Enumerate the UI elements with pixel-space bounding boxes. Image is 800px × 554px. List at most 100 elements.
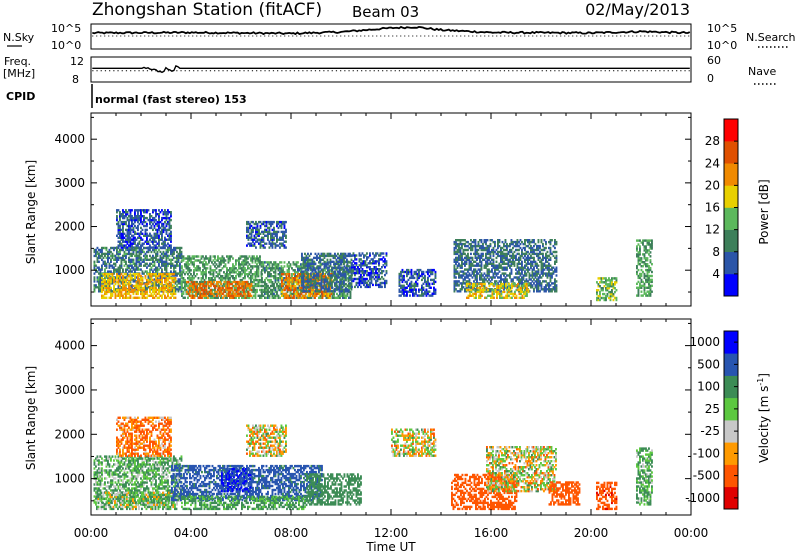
power-cell — [471, 276, 474, 279]
power-cell — [125, 260, 127, 263]
power-cell — [400, 278, 402, 282]
power-cell — [279, 284, 281, 288]
power-cell — [152, 282, 154, 285]
power-cell — [209, 294, 212, 297]
power-cell — [185, 282, 188, 286]
power-cell — [416, 282, 419, 285]
power-cell — [161, 270, 163, 273]
power-cell — [264, 230, 266, 234]
power-cell — [331, 284, 333, 287]
power-cell — [116, 218, 118, 222]
power-cell — [480, 278, 483, 281]
power-cell — [355, 281, 358, 285]
power-cell — [187, 267, 189, 270]
power-cell — [187, 296, 189, 299]
power-cell — [347, 270, 350, 273]
power-cell — [498, 244, 501, 248]
power-cell — [223, 265, 225, 268]
power-cell — [418, 268, 420, 272]
power-cell — [489, 250, 492, 254]
power-cell — [346, 254, 348, 258]
power-cell — [214, 277, 216, 280]
power-cell — [190, 288, 192, 292]
power-cell — [158, 242, 160, 245]
power-cell — [476, 276, 478, 279]
power-cell — [311, 268, 314, 271]
power-cell — [129, 238, 132, 241]
power-cell — [343, 276, 345, 279]
power-cell — [119, 256, 121, 260]
power-cell — [232, 271, 234, 274]
power-cell — [143, 254, 145, 258]
power-cell — [162, 290, 165, 294]
power-cell — [316, 282, 318, 285]
power-cell — [235, 259, 237, 262]
power-cell — [474, 240, 477, 244]
power-cell — [382, 277, 385, 281]
power-cell — [409, 286, 411, 289]
power-cell — [338, 284, 341, 287]
power-cell — [295, 271, 298, 274]
power-cell — [355, 264, 358, 267]
power-cell — [252, 238, 254, 241]
power-cell — [338, 254, 341, 258]
power-cell — [476, 262, 478, 265]
power-cell — [267, 288, 269, 292]
power-cell — [384, 283, 386, 287]
power-cell — [146, 211, 148, 214]
power-cell — [415, 292, 417, 295]
power-cell — [486, 246, 489, 250]
power-cell — [220, 296, 222, 299]
power-cell — [159, 258, 162, 261]
power-cell — [337, 270, 339, 273]
power-cell — [376, 271, 379, 275]
power-cell — [431, 282, 434, 285]
power-cell — [146, 234, 148, 237]
power-cell — [256, 267, 258, 270]
power-cell — [249, 294, 251, 297]
power-cell — [162, 211, 165, 214]
power-cell — [347, 254, 350, 258]
power-cell — [398, 282, 401, 285]
power-cell — [147, 274, 150, 277]
power-cell — [369, 281, 371, 285]
power-cell — [162, 242, 165, 245]
power-cell — [485, 288, 487, 291]
power-cell — [425, 280, 428, 284]
power-cell — [483, 239, 486, 242]
power-cell — [93, 278, 96, 281]
power-cell — [298, 275, 301, 278]
power-cell — [147, 234, 150, 237]
power-cell — [401, 268, 404, 272]
power-cell — [99, 254, 102, 258]
power-cell — [304, 286, 306, 289]
power-cell — [255, 246, 257, 249]
power-cell — [113, 246, 115, 250]
power-cell — [186, 280, 188, 284]
power-cell — [344, 288, 347, 291]
power-cell — [430, 272, 432, 276]
power-cell — [282, 222, 284, 226]
power-cell — [138, 246, 141, 249]
power-cell — [229, 292, 232, 296]
power-cell — [197, 267, 200, 270]
power-cell — [259, 284, 261, 288]
power-cell — [125, 294, 127, 297]
power-cell — [271, 296, 274, 299]
power-cell — [307, 258, 309, 261]
power-cell — [179, 246, 181, 250]
power-cell — [350, 284, 353, 287]
power-cell — [170, 292, 172, 296]
power-cell — [323, 266, 326, 269]
power-cell — [351, 279, 353, 283]
power-cell — [193, 263, 195, 266]
power-cell — [268, 290, 271, 294]
power-cell — [489, 276, 492, 279]
power-cell — [349, 265, 352, 268]
power-cell — [125, 254, 127, 258]
power-cell — [470, 252, 472, 256]
power-cell — [315, 294, 318, 297]
power-cell — [280, 220, 283, 224]
power-cell — [245, 259, 248, 262]
power-cell — [222, 286, 224, 290]
